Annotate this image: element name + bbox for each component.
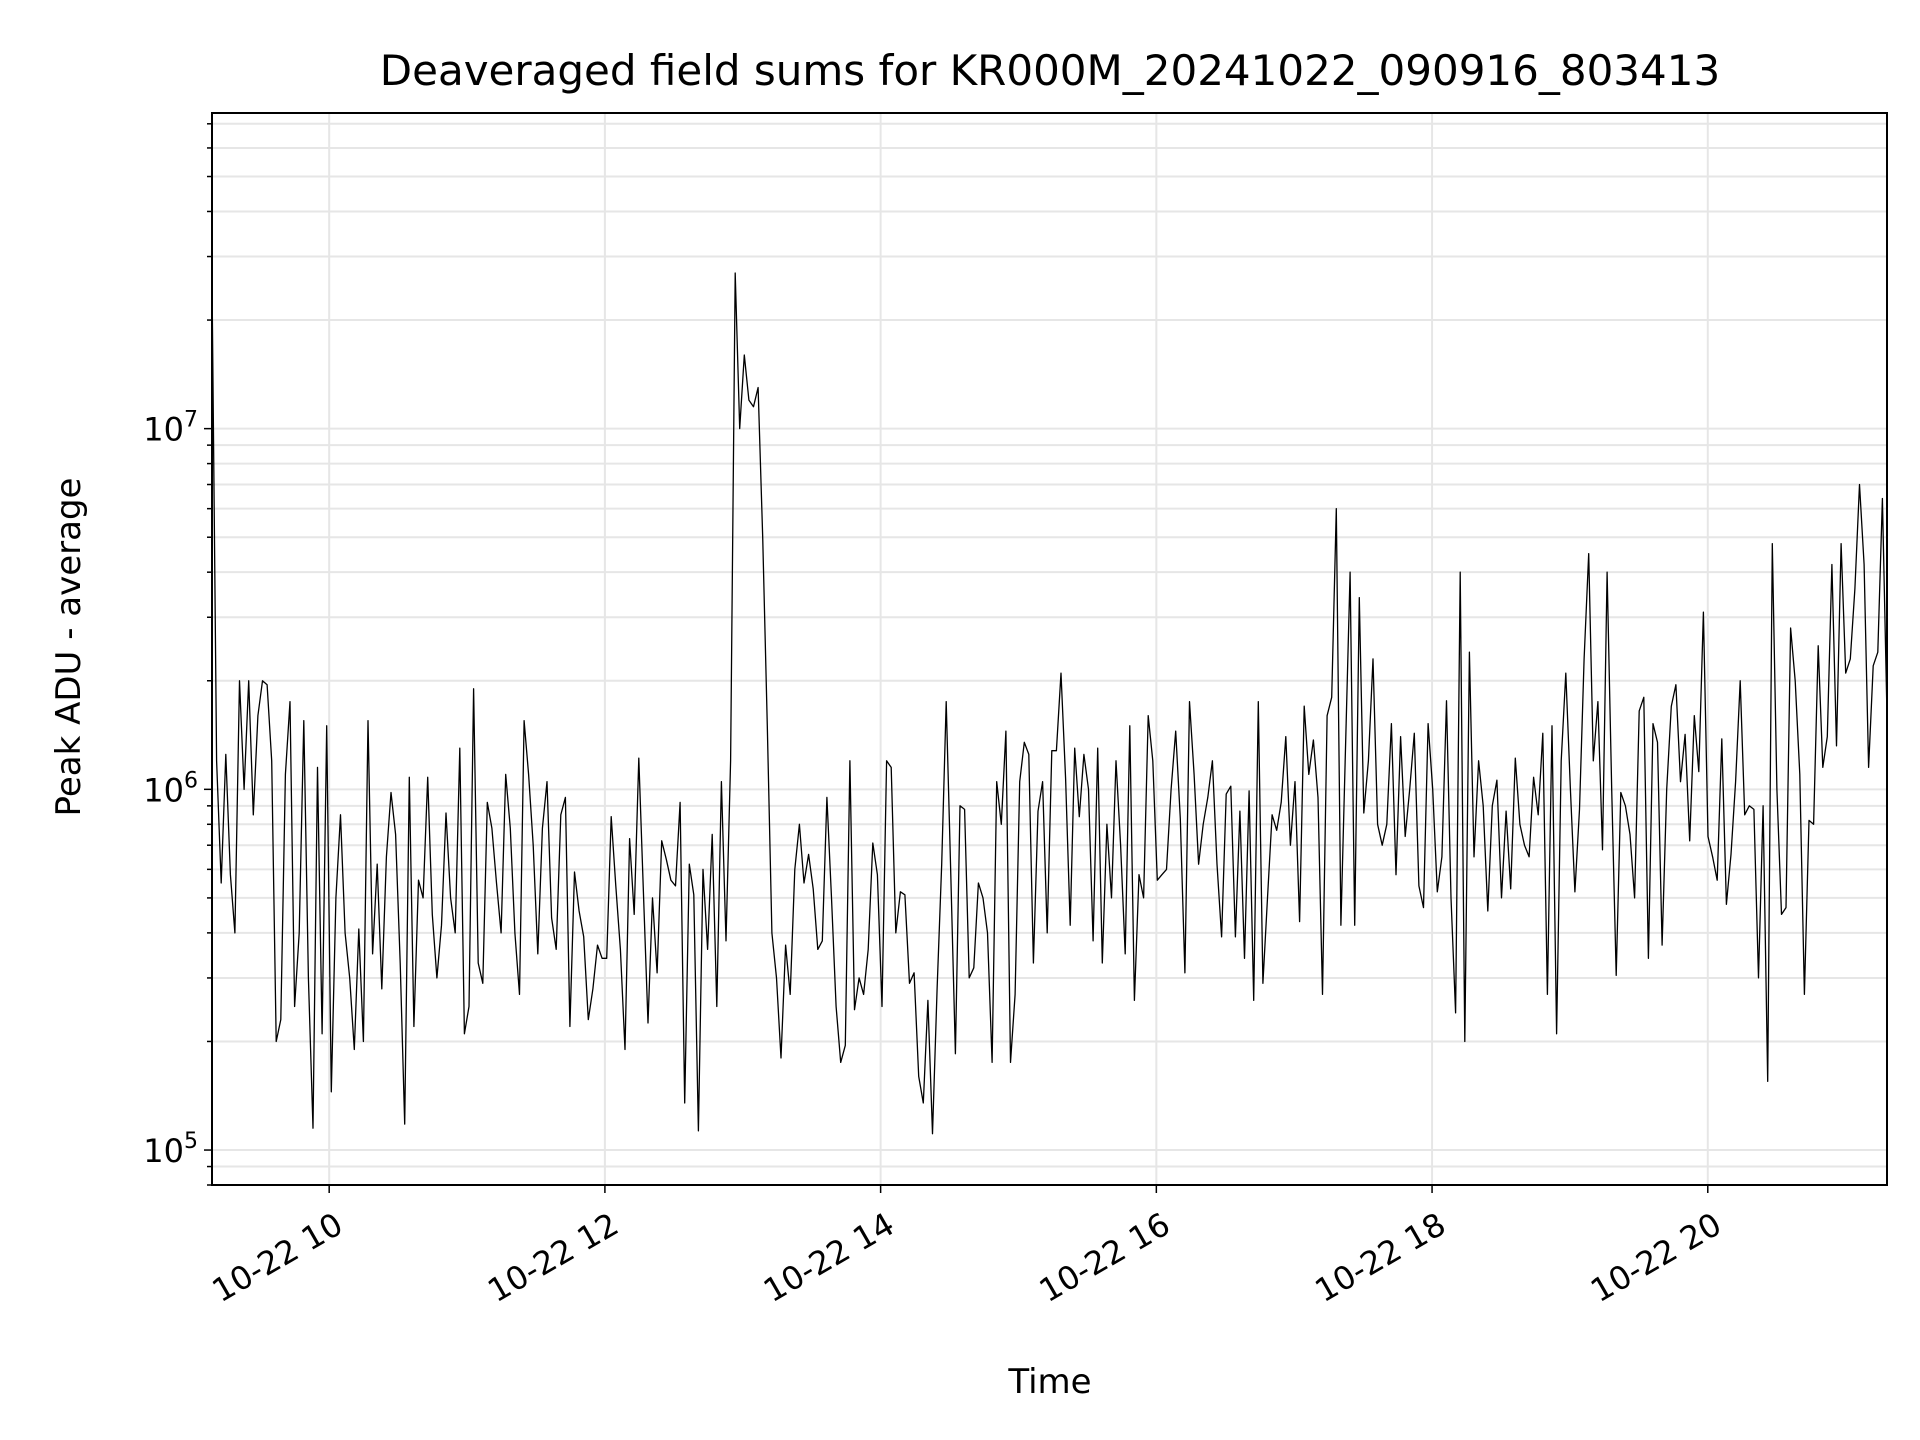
- chart-title: Deaveraged field sums for KR000M_2024102…: [380, 46, 1720, 95]
- plot-frame: [211, 112, 1888, 1186]
- y-tick-label: 105: [143, 1129, 198, 1170]
- y-tick-label: 107: [143, 408, 198, 449]
- y-axis: 105 106 107: [143, 123, 212, 1186]
- x-axis-label: Time: [1007, 1362, 1091, 1402]
- y-tick-label: 106: [143, 768, 198, 809]
- plot-area: [211, 272, 1888, 1135]
- data-series-line: [211, 272, 1888, 1135]
- y-axis-label: Peak ADU - average: [49, 478, 89, 817]
